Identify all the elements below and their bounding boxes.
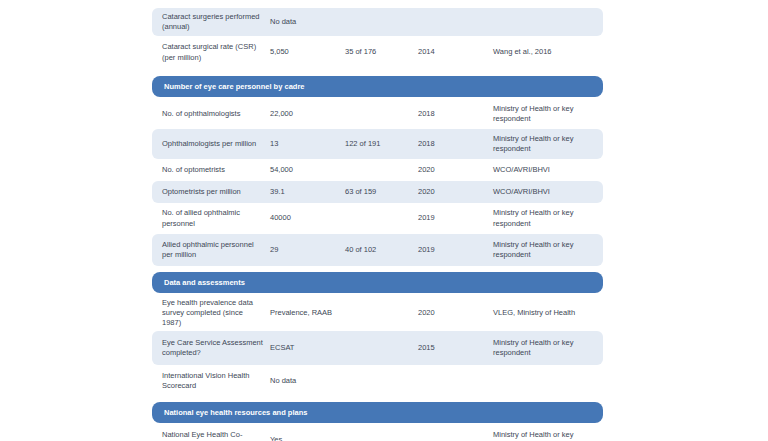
- table-row: Eye Care Service Assessment completed? E…: [152, 331, 603, 365]
- row-year: 2020: [418, 165, 493, 175]
- row-year: 2019: [418, 245, 493, 255]
- row-label: International Vision Health Scorecard: [162, 371, 270, 391]
- row-label: No. of optometrists: [162, 165, 270, 175]
- row-value: 40000: [270, 213, 345, 223]
- row-year: 2018: [418, 109, 493, 119]
- table-row: Optometrists per million 39.1 63 of 159 …: [152, 181, 603, 203]
- section-header: Number of eye care personnel by cadre: [152, 76, 603, 97]
- table-row: No. of allied ophthalmic personnel 40000…: [152, 203, 603, 234]
- row-value: No data: [270, 376, 345, 386]
- row-source: Ministry of Health or key respondent: [493, 338, 595, 358]
- row-source: WCO/AVRI/BHVI: [493, 187, 595, 197]
- row-year: 2020: [418, 187, 493, 197]
- table-row: Allied ophthalmic personnel per million …: [152, 234, 603, 266]
- row-source: Ministry of Health or key respondent: [493, 208, 595, 228]
- row-year: 2015: [418, 343, 493, 353]
- row-value: Yes: [270, 435, 345, 441]
- row-source: VLEG, Ministry of Health: [493, 308, 595, 318]
- row-rank: 40 of 102: [345, 245, 418, 255]
- row-source: WCO/AVRI/BHVI: [493, 165, 595, 175]
- row-source: Ministry of Health or key respondent: [493, 134, 595, 154]
- row-year: 2020: [418, 308, 493, 318]
- row-label: Eye Care Service Assessment completed?: [162, 338, 270, 358]
- row-year: 2018: [418, 139, 493, 149]
- row-label: No. of ophthalmologists: [162, 109, 270, 119]
- row-source: Wang et al., 2016: [493, 47, 595, 57]
- row-rank: 35 of 176: [345, 47, 418, 57]
- row-year: 2014: [418, 47, 493, 57]
- row-label: Cataract surgeries performed (annual): [162, 12, 270, 32]
- table-row: Cataract surgical rate (CSR) (per millio…: [152, 36, 603, 69]
- row-rank: 122 of 191: [345, 139, 418, 149]
- row-label: Optometrists per million: [162, 187, 270, 197]
- table-row: Eye health prevalence data survey comple…: [152, 295, 603, 331]
- row-value: Prevalence, RAAB: [270, 308, 345, 318]
- row-value: 5,050: [270, 47, 345, 57]
- section-header: National eye health resources and plans: [152, 402, 603, 423]
- row-label: Allied ophthalmic personnel per million: [162, 240, 270, 260]
- row-label: National Eye Health Co-ordinator: [162, 430, 270, 441]
- table-row: International Vision Health Scorecard No…: [152, 365, 603, 397]
- table-row: Ophthalmologists per million 13 122 of 1…: [152, 129, 603, 159]
- row-label: No. of allied ophthalmic personnel: [162, 208, 270, 228]
- table-row: No. of ophthalmologists 22,000 2018 Mini…: [152, 99, 603, 129]
- row-label: Eye health prevalence data survey comple…: [162, 298, 270, 328]
- row-value: 13: [270, 139, 345, 149]
- row-source: Ministry of Health or key respondent: [493, 104, 595, 124]
- row-value: 54,000: [270, 165, 345, 175]
- row-source: Ministry of Health or key respondent: [493, 240, 595, 260]
- table-row: National Eye Health Co-ordinator Yes Min…: [152, 425, 603, 441]
- table-row: No. of optometrists 54,000 2020 WCO/AVRI…: [152, 159, 603, 181]
- row-value: 29: [270, 245, 345, 255]
- row-label: Cataract surgical rate (CSR) (per millio…: [162, 42, 270, 62]
- row-label: Ophthalmologists per million: [162, 139, 270, 149]
- row-value: No data: [270, 17, 345, 27]
- row-year: 2019: [418, 213, 493, 223]
- row-source: Ministry of Health or key respondent: [493, 430, 595, 441]
- table-row: Cataract surgeries performed (annual) No…: [152, 8, 603, 36]
- row-value: ECSAT: [270, 343, 345, 353]
- row-value: 22,000: [270, 109, 345, 119]
- row-rank: 63 of 159: [345, 187, 418, 197]
- row-value: 39.1: [270, 187, 345, 197]
- section-header: Data and assessments: [152, 272, 603, 293]
